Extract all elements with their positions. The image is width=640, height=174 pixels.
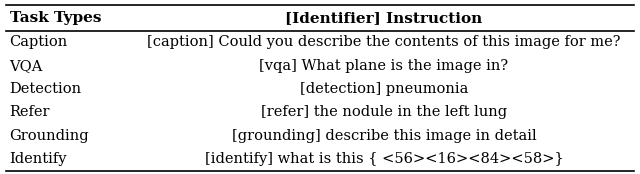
Text: Grounding: Grounding	[10, 129, 89, 143]
Text: Caption: Caption	[10, 35, 68, 49]
Text: Detection: Detection	[10, 82, 82, 96]
Text: Refer: Refer	[10, 105, 50, 119]
Text: [vqa] What plane is the image in?: [vqa] What plane is the image in?	[259, 59, 509, 73]
Text: Task Types: Task Types	[10, 11, 101, 25]
Text: VQA: VQA	[10, 59, 43, 73]
Text: [detection] pneumonia: [detection] pneumonia	[300, 82, 468, 96]
Text: [refer] the nodule in the left lung: [refer] the nodule in the left lung	[261, 105, 507, 119]
Text: Identify: Identify	[10, 152, 67, 166]
Text: [Identifier] Instruction: [Identifier] Instruction	[285, 11, 483, 25]
Text: [identify] what is this { <56><16><84><58>}: [identify] what is this { <56><16><84><5…	[205, 152, 563, 166]
Text: [caption] Could you describe the contents of this image for me?: [caption] Could you describe the content…	[147, 35, 621, 49]
Text: [grounding] describe this image in detail: [grounding] describe this image in detai…	[232, 129, 536, 143]
